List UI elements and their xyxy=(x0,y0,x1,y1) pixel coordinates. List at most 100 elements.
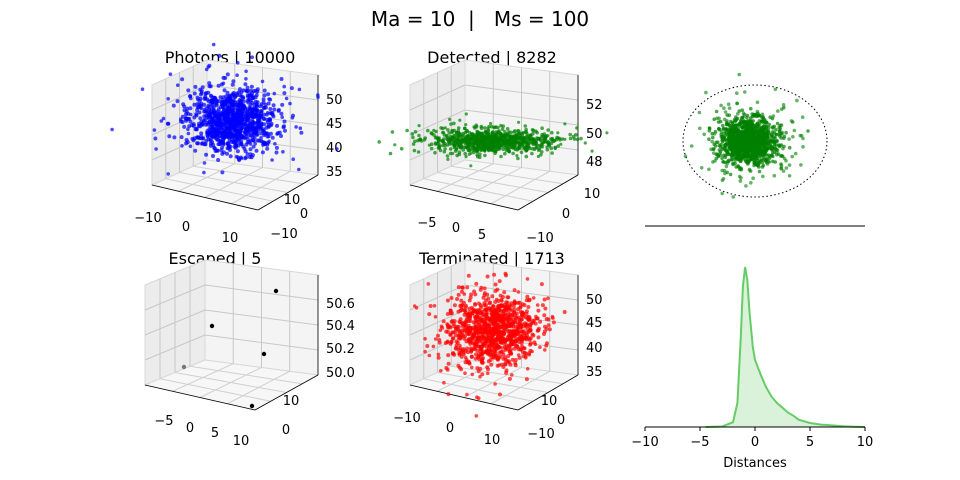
data-point xyxy=(485,293,489,297)
data-point xyxy=(480,360,484,364)
data-point xyxy=(462,308,466,312)
data-point xyxy=(504,272,508,276)
data-point xyxy=(574,133,578,137)
data-point xyxy=(543,325,547,329)
data-point xyxy=(525,312,529,316)
data-point xyxy=(459,146,463,150)
data-point xyxy=(720,192,724,196)
data-point xyxy=(543,298,547,302)
z-tick-label: 40 xyxy=(326,141,343,156)
data-point xyxy=(231,103,235,107)
data-point xyxy=(775,153,779,157)
data-point xyxy=(169,72,173,76)
data-point xyxy=(715,117,719,121)
data-point xyxy=(251,125,255,129)
z-tick-label: 45 xyxy=(326,117,343,132)
terminated-axes: 50454035−10010100−10 xyxy=(393,260,602,448)
data-point xyxy=(220,170,224,174)
data-point xyxy=(266,92,270,96)
data-point xyxy=(511,141,515,145)
data-point xyxy=(203,161,207,165)
data-point xyxy=(486,297,490,301)
data-point xyxy=(715,110,719,114)
data-point xyxy=(478,136,481,139)
data-point xyxy=(262,129,266,133)
y-tick-label: −10 xyxy=(526,231,553,246)
data-point xyxy=(736,127,740,131)
data-point xyxy=(166,122,170,126)
data-point xyxy=(556,131,559,134)
data-point xyxy=(543,307,547,311)
data-point xyxy=(547,323,551,327)
data-point xyxy=(259,111,263,115)
data-point xyxy=(522,337,526,341)
data-point xyxy=(180,135,184,139)
data-point xyxy=(519,334,523,338)
data-point xyxy=(766,140,770,144)
x-tick-label: −5 xyxy=(154,414,173,429)
y-tick-label: −10 xyxy=(527,427,554,442)
data-point xyxy=(462,352,466,356)
data-point xyxy=(465,393,469,397)
data-point xyxy=(467,274,471,278)
data-point xyxy=(724,110,728,114)
data-point xyxy=(237,137,241,141)
data-point xyxy=(430,147,434,151)
data-point xyxy=(272,103,276,107)
data-point xyxy=(771,160,775,164)
detected-projection xyxy=(645,73,865,226)
data-point xyxy=(727,102,731,106)
data-point xyxy=(231,83,235,87)
data-point xyxy=(448,118,451,121)
data-point xyxy=(414,130,418,134)
z-tick-label: 35 xyxy=(586,365,603,380)
data-point xyxy=(546,296,550,300)
data-point xyxy=(434,141,438,145)
data-point xyxy=(244,155,248,159)
data-point xyxy=(463,313,467,317)
data-point xyxy=(513,361,517,365)
data-point xyxy=(245,128,249,132)
data-point xyxy=(542,313,546,317)
data-point xyxy=(471,373,475,377)
data-point xyxy=(240,112,244,116)
data-point xyxy=(519,348,523,352)
data-point xyxy=(493,313,497,317)
data-point xyxy=(750,140,754,144)
data-point xyxy=(490,294,494,298)
data-point xyxy=(780,154,784,158)
data-point xyxy=(724,127,728,131)
data-point xyxy=(413,304,417,308)
data-point xyxy=(742,135,746,139)
data-point xyxy=(541,303,545,307)
data-point xyxy=(725,139,729,143)
data-point xyxy=(245,110,249,114)
data-point xyxy=(698,111,702,115)
data-point xyxy=(526,367,530,371)
data-point xyxy=(265,147,269,151)
data-point xyxy=(485,323,489,327)
data-point xyxy=(473,133,477,137)
data-point xyxy=(525,132,529,136)
data-point xyxy=(255,149,259,153)
data-point xyxy=(463,292,467,296)
data-point xyxy=(780,107,784,111)
data-point xyxy=(213,115,217,119)
data-point xyxy=(227,110,231,114)
data-point xyxy=(439,329,443,333)
data-point xyxy=(483,154,487,158)
data-point xyxy=(179,117,183,121)
data-point xyxy=(731,133,735,137)
data-point xyxy=(518,146,522,150)
data-point xyxy=(448,131,452,135)
data-point xyxy=(475,153,478,156)
data-point xyxy=(498,137,501,140)
data-point xyxy=(476,150,480,154)
data-point xyxy=(464,146,467,149)
data-point xyxy=(721,179,725,183)
data-point xyxy=(266,111,270,115)
data-point xyxy=(499,331,503,335)
x-tick-label: 0 xyxy=(751,435,759,450)
data-point xyxy=(479,354,483,358)
data-point xyxy=(437,356,441,360)
